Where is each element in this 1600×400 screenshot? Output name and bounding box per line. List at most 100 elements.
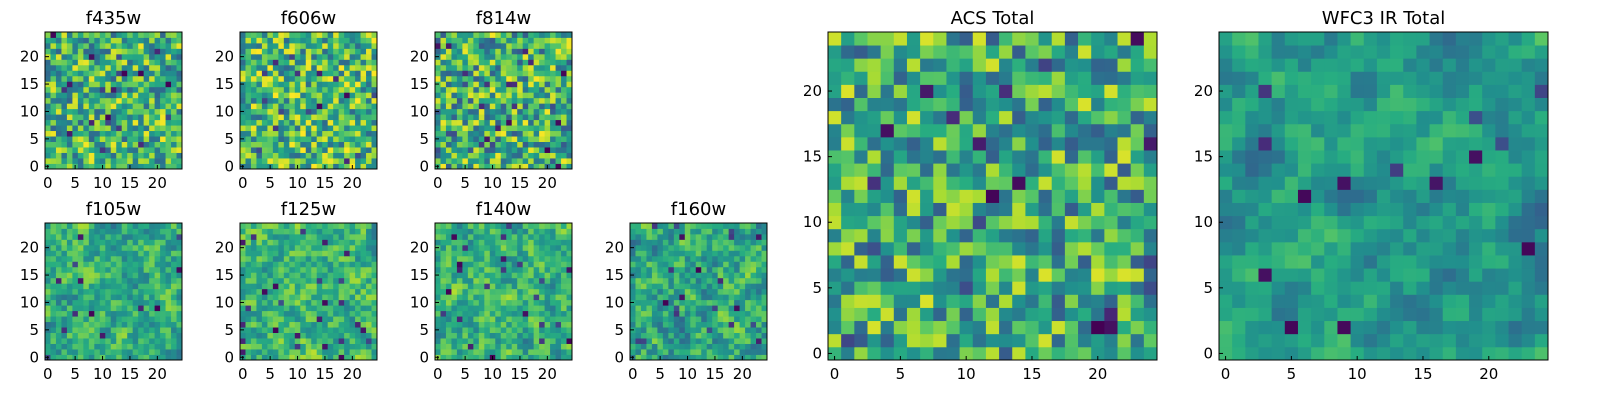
heatmap-cell bbox=[121, 239, 128, 246]
heatmap-cell bbox=[761, 233, 768, 240]
heatmap-cell bbox=[88, 59, 95, 66]
heatmap-cell bbox=[77, 338, 84, 344]
heatmap-cell bbox=[294, 327, 301, 333]
heatmap-cell bbox=[333, 255, 340, 262]
heatmap-cell bbox=[635, 223, 642, 229]
heatmap-cell bbox=[635, 277, 642, 284]
heatmap-cell bbox=[45, 316, 51, 323]
heatmap-cell bbox=[679, 266, 686, 273]
heatmap-cell bbox=[99, 97, 106, 104]
heatmap-cell bbox=[555, 354, 562, 361]
heatmap-cell bbox=[311, 163, 318, 170]
heatmap-cell bbox=[143, 70, 150, 77]
heatmap-cell bbox=[245, 119, 252, 126]
heatmap-cell bbox=[245, 266, 252, 273]
heatmap-cell bbox=[138, 152, 145, 159]
heatmap-cell bbox=[305, 103, 312, 110]
heatmap-cell bbox=[555, 316, 562, 323]
heatmap-cell bbox=[657, 332, 664, 339]
x-tick-label: 10 bbox=[483, 174, 502, 192]
heatmap-cell bbox=[544, 316, 551, 323]
heatmap-cell bbox=[88, 343, 95, 350]
heatmap-cell bbox=[110, 48, 117, 55]
heatmap-cell bbox=[327, 338, 334, 344]
heatmap-cell bbox=[110, 266, 117, 273]
heatmap-cell bbox=[893, 136, 908, 151]
heatmap-cell bbox=[83, 147, 90, 153]
heatmap-cell bbox=[533, 244, 540, 251]
heatmap-cell bbox=[360, 141, 367, 148]
heatmap-cell bbox=[880, 346, 895, 361]
heatmap-cell bbox=[50, 310, 57, 317]
heatmap-cell bbox=[673, 244, 680, 251]
heatmap-cell bbox=[566, 244, 573, 251]
heatmap-cell bbox=[338, 255, 345, 262]
heatmap-cell bbox=[333, 338, 340, 344]
heatmap-cell bbox=[267, 136, 274, 142]
heatmap-cell bbox=[344, 37, 350, 44]
heatmap-cell bbox=[371, 103, 378, 110]
heatmap-cell bbox=[1051, 136, 1066, 151]
heatmap-cell bbox=[349, 136, 356, 142]
heatmap-cell bbox=[440, 70, 447, 77]
heatmap-cell bbox=[333, 70, 340, 77]
heatmap-cell bbox=[511, 272, 518, 279]
heatmap-cell bbox=[305, 349, 312, 355]
heatmap-cell bbox=[338, 250, 345, 257]
heatmap-cell bbox=[99, 86, 106, 93]
heatmap-cell bbox=[165, 70, 172, 77]
heatmap-cell bbox=[261, 316, 268, 323]
heatmap-cell bbox=[1012, 346, 1026, 361]
heatmap-cell bbox=[500, 152, 507, 159]
heatmap-cell bbox=[371, 70, 378, 77]
heatmap-cell bbox=[127, 244, 134, 251]
heatmap-cell bbox=[500, 125, 507, 132]
heatmap-cell bbox=[533, 81, 540, 88]
heatmap-cell bbox=[61, 64, 68, 71]
heatmap-cell bbox=[500, 327, 507, 333]
heatmap-cell bbox=[55, 141, 62, 148]
heatmap-cell bbox=[88, 233, 95, 240]
heatmap-cell bbox=[138, 272, 145, 279]
heatmap-cell bbox=[154, 338, 161, 344]
heatmap-cell bbox=[83, 130, 90, 137]
heatmap-cell bbox=[445, 86, 452, 93]
heatmap-cell bbox=[283, 266, 290, 273]
heatmap-cell bbox=[245, 59, 252, 66]
heatmap-cell bbox=[750, 228, 757, 235]
heatmap-cell bbox=[366, 310, 372, 317]
heatmap-cell bbox=[561, 103, 567, 110]
heatmap-cell bbox=[154, 223, 161, 229]
x-tick-label: 15 bbox=[315, 365, 334, 383]
heatmap-cell bbox=[651, 266, 658, 273]
heatmap-cell bbox=[533, 354, 540, 361]
heatmap-cell bbox=[143, 338, 150, 344]
heatmap-cell bbox=[1117, 333, 1132, 348]
heatmap-cell bbox=[327, 130, 334, 137]
heatmap-cell bbox=[250, 64, 257, 71]
heatmap-cell bbox=[72, 316, 79, 323]
heatmap-cell bbox=[272, 32, 279, 38]
heatmap-cell bbox=[550, 261, 556, 268]
heatmap-cell bbox=[105, 338, 112, 344]
heatmap-cell bbox=[171, 59, 177, 66]
heatmap-cell bbox=[561, 321, 567, 328]
heatmap-cell bbox=[360, 81, 367, 88]
heatmap-cell bbox=[371, 354, 378, 361]
heatmap-cell bbox=[550, 32, 556, 38]
heatmap-cell bbox=[154, 239, 161, 246]
heatmap-cell bbox=[695, 266, 702, 273]
heatmap-cell bbox=[245, 255, 252, 262]
heatmap-cell bbox=[94, 37, 101, 44]
heatmap-cell bbox=[462, 119, 469, 126]
heatmap-cell bbox=[690, 261, 697, 268]
heatmap-cell bbox=[440, 53, 447, 60]
heatmap-cell bbox=[440, 147, 447, 153]
heatmap-cell bbox=[517, 86, 524, 93]
heatmap-cell bbox=[635, 338, 642, 344]
heatmap-cell bbox=[283, 130, 290, 137]
heatmap-cell bbox=[500, 338, 507, 344]
y-tick-label: 0 bbox=[614, 348, 624, 366]
heatmap-cell bbox=[985, 202, 1000, 217]
heatmap-cell bbox=[539, 130, 545, 137]
